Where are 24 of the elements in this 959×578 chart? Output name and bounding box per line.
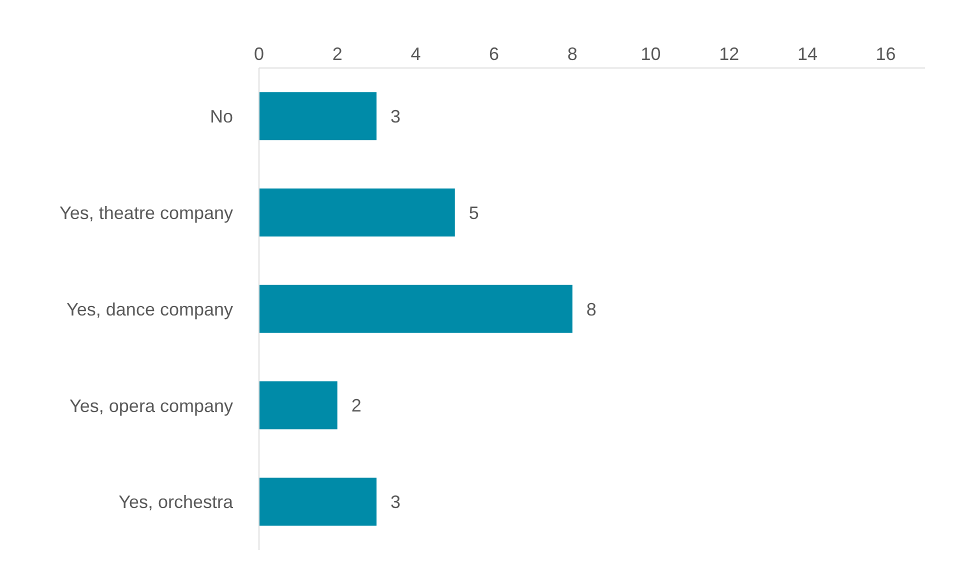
x-tick-label: 2 (332, 44, 342, 64)
x-tick-label: 0 (254, 44, 264, 64)
data-label: 2 (351, 396, 362, 416)
y-tick-label: No (210, 106, 233, 127)
data-label: 3 (390, 492, 401, 512)
x-tick-label: 8 (567, 44, 578, 64)
x-tick-label: 4 (410, 44, 421, 64)
y-tick-label: Yes, orchestra (118, 492, 234, 512)
bar (259, 381, 338, 430)
bar (259, 284, 572, 333)
y-tick-label: Yes, opera company (70, 396, 233, 416)
x-tick-label: 14 (797, 44, 818, 64)
x-tick-label: 16 (876, 44, 896, 64)
x-tick-label: 6 (489, 44, 500, 64)
bar (259, 92, 377, 140)
data-label: 3 (390, 106, 401, 126)
bar (259, 478, 377, 526)
x-tick-label: 12 (719, 44, 740, 64)
y-tick-label: Yes, dance company (66, 299, 233, 320)
y-tick-label: Yes, theatre company (60, 202, 233, 223)
bar (259, 188, 455, 236)
x-tick-label: 10 (640, 44, 661, 64)
data-label: 8 (586, 299, 596, 320)
data-label: 5 (468, 202, 479, 223)
